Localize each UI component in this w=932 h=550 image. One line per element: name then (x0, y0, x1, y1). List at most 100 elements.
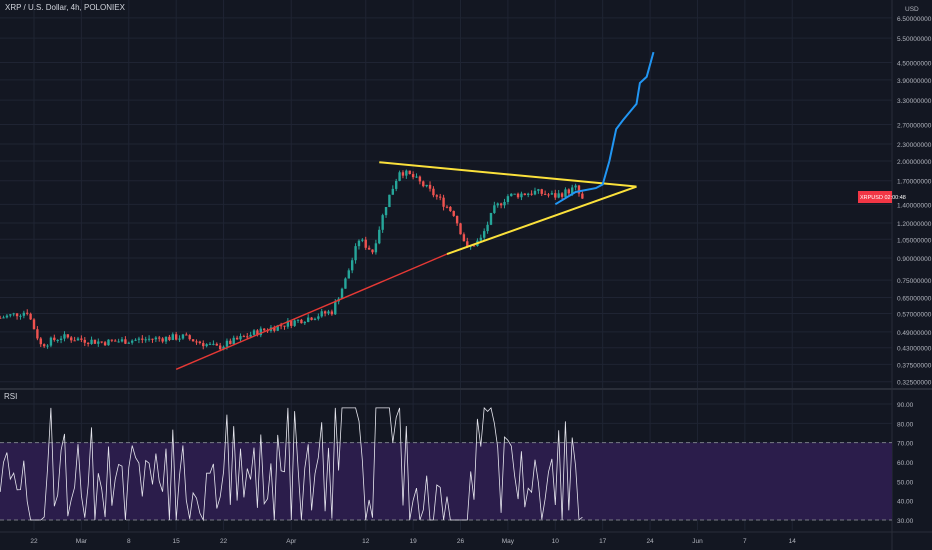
candle (218, 345, 222, 350)
candle (340, 288, 344, 299)
candle (357, 240, 361, 247)
candle (317, 316, 320, 319)
candle (195, 341, 198, 343)
candle (66, 334, 70, 338)
candle (235, 337, 239, 340)
price-tick-label: 0.43000000 (897, 346, 932, 353)
candle (483, 231, 486, 238)
candle (350, 260, 354, 271)
candle (178, 338, 181, 340)
candle (80, 338, 83, 340)
candle (208, 343, 212, 345)
time-tick-label: 7 (743, 538, 747, 545)
candle (242, 336, 246, 338)
candle (445, 206, 449, 208)
rsi-line (0, 406, 583, 522)
candle (83, 339, 86, 343)
time-tick-label: Mar (76, 538, 88, 545)
candle (120, 339, 124, 342)
candle (330, 311, 334, 315)
candle (90, 339, 93, 344)
candle (540, 189, 543, 194)
candle (479, 237, 483, 241)
candle (432, 188, 435, 196)
price-tick-label: 0.65000000 (897, 296, 932, 303)
candle (39, 338, 42, 345)
candle (367, 247, 371, 250)
candle (164, 336, 168, 342)
time-tick-label: 15 (173, 538, 181, 545)
price-tick-label: 0.49000000 (897, 330, 932, 337)
price-tick-label: 3.90000000 (897, 78, 932, 85)
candle (26, 312, 29, 314)
candle (56, 339, 59, 341)
candle (239, 336, 242, 340)
rsi-label: RSI (4, 392, 18, 401)
time-tick-label: May (502, 538, 515, 545)
candle (103, 342, 107, 346)
candle (293, 320, 296, 326)
price-tick-label: 0.57000000 (897, 311, 932, 318)
time-tick-label: 8 (127, 538, 131, 545)
candle (225, 340, 229, 347)
candle (144, 339, 147, 341)
candle (276, 325, 279, 331)
candle (181, 334, 185, 339)
candle (300, 319, 303, 324)
rsi-tick-label: 40.00 (897, 499, 914, 506)
candle (259, 328, 262, 336)
trendline-wedge-lower (446, 185, 637, 255)
candle (246, 336, 249, 338)
candle (185, 334, 188, 336)
time-tick-label: 26 (457, 538, 465, 545)
candle (401, 172, 405, 176)
candle (344, 278, 347, 289)
candle (188, 335, 191, 340)
candle (15, 313, 19, 317)
trendline-wedge-upper (379, 161, 637, 188)
candle (527, 193, 530, 195)
candle (0, 317, 2, 319)
candle (364, 239, 367, 248)
candle (428, 184, 432, 189)
candle (388, 194, 391, 208)
candle (327, 311, 330, 314)
candle (36, 329, 39, 339)
candle (510, 193, 513, 197)
time-tick-label: 14 (789, 538, 797, 545)
candle (49, 337, 53, 346)
candle (449, 206, 452, 212)
candle (405, 170, 408, 176)
candle (499, 203, 503, 206)
rsi-tick-label: 60.00 (897, 460, 914, 467)
candle (560, 193, 564, 197)
candle (516, 193, 520, 198)
candle (9, 314, 12, 316)
price-unit-label: USD (905, 6, 919, 13)
candle (191, 339, 195, 342)
candle (442, 197, 445, 207)
candle (42, 344, 46, 347)
price-tick-label: 3.30000000 (897, 98, 932, 105)
candle (130, 340, 134, 343)
candle (279, 325, 283, 327)
candle (496, 203, 499, 206)
candle (161, 338, 164, 342)
time-tick-label: 17 (599, 538, 607, 545)
time-tick-label: Apr (286, 538, 297, 545)
candle (435, 195, 439, 197)
candle (124, 339, 127, 344)
price-tick-label: 1.40000000 (897, 202, 932, 209)
time-tick-label: 12 (362, 538, 370, 545)
candle (93, 339, 97, 344)
last-price-badge-label: XRPUSD 02:00:48 (860, 195, 906, 201)
candle (581, 193, 584, 199)
candle (530, 193, 533, 195)
price-tick-label: 2.00000000 (897, 159, 932, 166)
candle (398, 172, 401, 181)
candle (354, 246, 357, 261)
rsi-tick-label: 50.00 (897, 479, 914, 486)
candle (486, 224, 489, 232)
candle (5, 315, 9, 318)
